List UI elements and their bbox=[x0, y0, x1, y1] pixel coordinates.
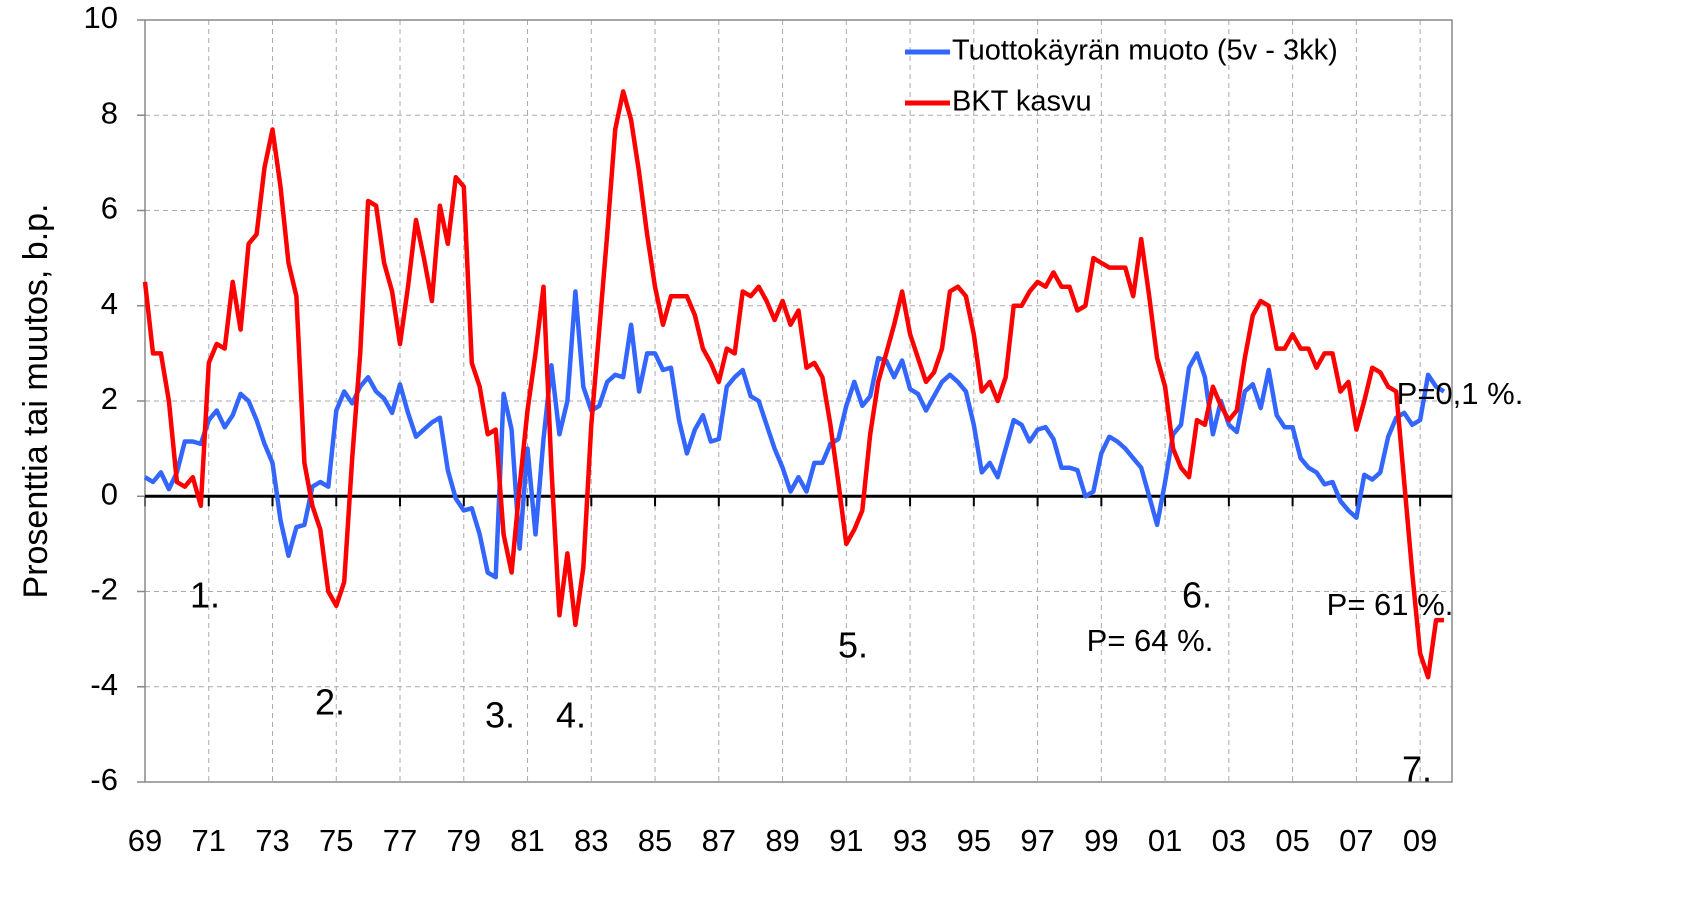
annotation: P= 64 %. bbox=[1087, 623, 1214, 658]
x-tick-label: 97 bbox=[1020, 823, 1054, 858]
x-tick-label: 01 bbox=[1148, 823, 1182, 858]
y-tick-label: 0 bbox=[101, 476, 118, 511]
y-tick-label: 6 bbox=[101, 191, 118, 226]
annotation: 3. bbox=[485, 695, 515, 736]
annotation: 4. bbox=[556, 695, 586, 736]
y-tick-label: 8 bbox=[101, 95, 118, 130]
x-tick-label: 09 bbox=[1403, 823, 1437, 858]
x-tick-label: 05 bbox=[1275, 823, 1309, 858]
annotation: 5. bbox=[838, 625, 868, 666]
y-tick-label: 10 bbox=[84, 0, 118, 35]
x-tick-label: 83 bbox=[574, 823, 608, 858]
annotation: 2. bbox=[315, 682, 345, 723]
y-tick-label: 4 bbox=[101, 286, 118, 321]
y-tick-label: -6 bbox=[90, 762, 118, 797]
y-tick-label: 2 bbox=[101, 381, 118, 416]
plot-frame bbox=[144, 19, 1453, 783]
x-tick-label: 07 bbox=[1339, 823, 1373, 858]
x-tick-label: 71 bbox=[192, 823, 226, 858]
legend-label: Tuottokäyrän muoto (5v - 3kk) bbox=[952, 35, 1338, 67]
annotation: 7. bbox=[1402, 749, 1432, 790]
annotation: 1. bbox=[190, 575, 220, 616]
x-tick-label: 87 bbox=[702, 823, 736, 858]
x-tick-label: 69 bbox=[128, 823, 162, 858]
x-tick-label: 75 bbox=[319, 823, 353, 858]
x-tick-label: 77 bbox=[383, 823, 417, 858]
series-line bbox=[142, 89, 1444, 680]
x-tick-label: 73 bbox=[255, 823, 289, 858]
annotation: 6. bbox=[1182, 575, 1212, 616]
x-tick-label: 79 bbox=[447, 823, 481, 858]
x-tick-label: 81 bbox=[510, 823, 544, 858]
x-tick-label: 89 bbox=[765, 823, 799, 858]
y-tick-label: -4 bbox=[90, 667, 118, 702]
x-tick-label: 03 bbox=[1212, 823, 1246, 858]
y-tick-label: -2 bbox=[90, 572, 118, 607]
x-tick-label: 95 bbox=[957, 823, 991, 858]
x-tick-label: 93 bbox=[893, 823, 927, 858]
y-axis-label: Prosenttia tai muutos, b.p. bbox=[17, 204, 55, 599]
x-tick-label: 99 bbox=[1084, 823, 1118, 858]
legend-label: BKT kasvu bbox=[952, 86, 1092, 118]
x-tick-label: 85 bbox=[638, 823, 672, 858]
annotation: P= 61 %. bbox=[1327, 587, 1454, 622]
annotation: P=0,1 %. bbox=[1397, 376, 1524, 411]
x-tick-label: 91 bbox=[829, 823, 863, 858]
